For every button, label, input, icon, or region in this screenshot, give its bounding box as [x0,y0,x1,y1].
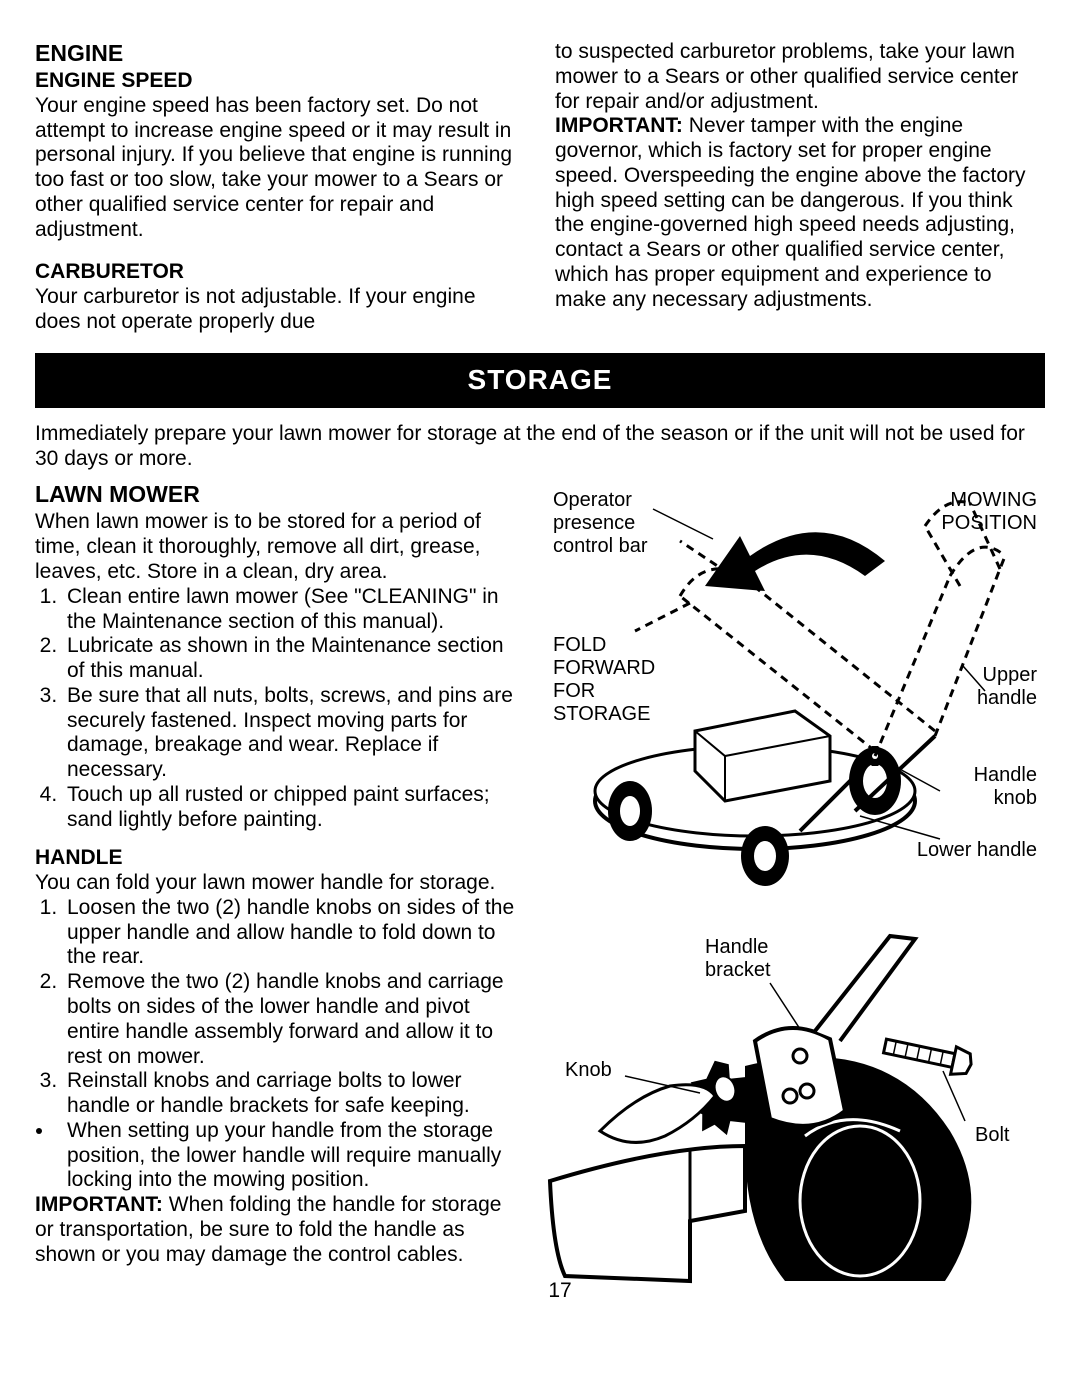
diagram-label: knob [994,787,1037,809]
engine-col-right: to suspected carburetor problems, take y… [555,40,1045,335]
engine-speed-text: Your engine speed has been factory set. … [35,94,525,243]
bracket-diagram: Handle bracket Knob Bolt [545,921,1045,1301]
list-item: Remove the two (2) handle knobs and carr… [63,970,515,1069]
diagram-label: Operator [553,489,632,511]
diagram-label: bracket [705,959,771,981]
list-item: Reinstall knobs and carriage bolts to lo… [63,1069,515,1119]
handle-list: Loosen the two (2) handle knobs on sides… [35,896,515,1119]
diagram-label: control bar [553,535,648,557]
storage-body: LAWN MOWER When lawn mower is to be stor… [35,481,1045,1301]
diagram-label: Bolt [975,1124,1010,1146]
list-item: Lubricate as shown in the Maintenance se… [63,634,515,684]
engine-section: ENGINE ENGINE SPEED Your engine speed ha… [35,40,1045,335]
diagram-label: POSITION [941,512,1037,534]
diagram-label: FOLD [553,634,606,656]
handle-important: IMPORTANT: When folding the handle for s… [35,1193,515,1267]
engine-speed-heading: ENGINE SPEED [35,69,525,94]
list-item: Clean entire lawn mower (See "CLEANING" … [63,585,515,635]
diagram-label: STORAGE [553,703,650,725]
storage-col-right: Operator presence control bar MOWING POS… [545,481,1045,1301]
list-item: Touch up all rusted or chipped paint sur… [63,783,515,833]
list-item: Loosen the two (2) handle knobs on sides… [63,896,515,970]
carburetor-heading: CARBURETOR [35,260,525,285]
engine-heading: ENGINE [35,40,525,67]
diagram-label: FORWARD [553,657,655,679]
storage-intro: Immediately prepare your lawn mower for … [35,422,1045,472]
storage-banner: STORAGE [35,353,1045,408]
list-item: When setting up your handle from the sto… [55,1119,515,1193]
carburetor-text-right: to suspected carburetor problems, take y… [555,40,1045,114]
important-text: Never tamper with the engine governor, w… [555,114,1026,310]
engine-important: IMPORTANT: Never tamper with the engine … [555,114,1045,312]
diagram-label: handle [977,687,1037,709]
handle-heading: HANDLE [35,846,515,871]
storage-col-left: LAWN MOWER When lawn mower is to be stor… [35,481,515,1301]
handle-bullet-list: When setting up your handle from the sto… [35,1119,515,1193]
important-label: IMPORTANT: [35,1193,163,1216]
lawn-mower-list: Clean entire lawn mower (See "CLEANING" … [35,585,515,833]
diagram-label: presence [553,512,635,534]
diagram-label: FOR [553,680,595,702]
diagram-label: Handle [705,936,768,958]
diagram-label: Knob [565,1059,612,1081]
diagram-label: MOWING [950,489,1037,511]
diagram-label: Upper [983,664,1038,686]
important-label: IMPORTANT: [555,114,683,137]
lawn-mower-heading: LAWN MOWER [35,481,515,508]
mower-diagram: Operator presence control bar MOWING POS… [545,481,1045,911]
handle-intro: You can fold your lawn mower handle for … [35,871,515,896]
lawn-mower-intro: When lawn mower is to be stored for a pe… [35,510,515,584]
list-item: Be sure that all nuts, bolts, screws, an… [63,684,515,783]
diagram-label: Handle [974,764,1037,786]
carburetor-text-left: Your carburetor is not adjustable. If yo… [35,285,525,335]
diagram-label: Lower handle [917,839,1037,861]
engine-col-left: ENGINE ENGINE SPEED Your engine speed ha… [35,40,525,335]
